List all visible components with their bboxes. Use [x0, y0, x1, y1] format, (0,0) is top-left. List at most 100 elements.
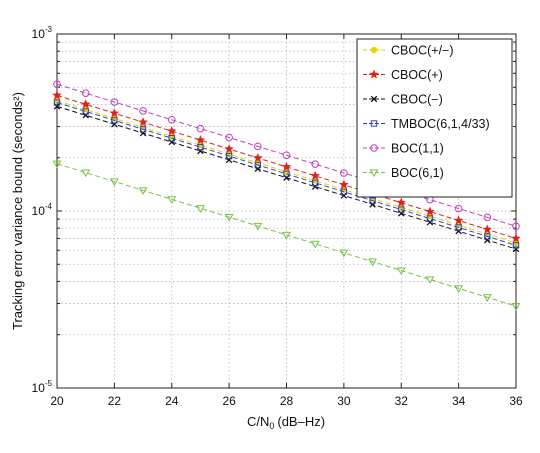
data-point [225, 156, 233, 164]
data-point [252, 152, 263, 163]
data-point [311, 183, 319, 190]
data-point [111, 117, 118, 124]
data-point [81, 169, 91, 178]
x-tick-label: 20 [50, 394, 64, 408]
x-tick-label: 30 [337, 394, 351, 408]
data-point [424, 206, 435, 216]
data-point [139, 126, 147, 133]
data-point [398, 206, 405, 213]
data-point [338, 179, 349, 189]
data-point [80, 99, 91, 109]
legend-label: CBOC(−) [391, 93, 443, 107]
data-point [224, 143, 235, 154]
data-point [310, 240, 320, 249]
data-point [511, 303, 521, 311]
data-point [311, 160, 319, 168]
data-point [339, 249, 349, 258]
data-point [369, 69, 379, 79]
data-point [283, 174, 290, 181]
x-tick-label: 28 [280, 394, 294, 408]
data-point [82, 108, 89, 115]
series-line [56, 163, 517, 307]
data-point [53, 80, 61, 89]
y-tick-label: 10-4 [32, 202, 53, 218]
data-point [168, 138, 176, 146]
data-point [397, 210, 405, 217]
x-tick-label: 32 [395, 394, 409, 408]
series [53, 99, 520, 249]
data-point [426, 218, 434, 226]
data-point [52, 160, 62, 169]
x-tick-label: 22 [108, 394, 122, 408]
legend-label: CBOC(+) [391, 68, 443, 82]
data-point [282, 151, 291, 160]
data-point [281, 161, 292, 172]
data-point [109, 178, 119, 187]
data-point [53, 99, 61, 106]
data-point [426, 215, 434, 222]
data-point [369, 201, 376, 208]
data-point [454, 204, 463, 213]
data-point [484, 236, 491, 244]
series [53, 80, 520, 231]
x-tick-label: 24 [165, 394, 179, 408]
data-point [368, 258, 378, 267]
data-point [82, 112, 89, 119]
data-point [138, 187, 148, 196]
data-point [453, 215, 464, 225]
legend-entry: BOC(6,1) [363, 166, 444, 180]
series-line [56, 102, 517, 246]
series [53, 103, 520, 253]
series-line [56, 83, 517, 227]
data-point [109, 108, 120, 118]
legend-entry: BOC(1,1) [363, 142, 444, 156]
x-axis-label-subscript: 0 [269, 421, 274, 431]
data-point [195, 134, 206, 145]
data-point [482, 224, 493, 234]
data-point [224, 214, 234, 222]
data-point [283, 170, 290, 178]
x-tick-label: 34 [452, 394, 466, 408]
data-point [168, 135, 175, 142]
legend-label: BOC(6,1) [391, 166, 444, 180]
data-point [370, 144, 378, 152]
legend-label: CBOC(+/−) [391, 44, 454, 58]
data-point [139, 129, 147, 137]
y-tick-label: 10-5 [32, 379, 53, 395]
legend-box [356, 38, 513, 198]
data-point [195, 205, 205, 213]
data-point [167, 115, 176, 124]
data-point [396, 267, 406, 276]
data-point [340, 188, 348, 195]
data-point [370, 46, 378, 54]
data-point [254, 161, 262, 169]
x-axis-label-main: C/N [247, 414, 269, 429]
grid [57, 34, 516, 388]
series [52, 90, 521, 243]
data-point [167, 196, 177, 204]
legend: CBOC(+/−) CBOC(+) CBOC(−) TMBOC(6,1,4/33) BO… [356, 38, 513, 198]
y-tick-label: 10-3 [32, 25, 53, 41]
data-point [196, 124, 205, 133]
data-point [197, 147, 204, 155]
series [52, 160, 521, 311]
data-point [225, 152, 233, 160]
data-point [482, 294, 492, 302]
data-point [139, 107, 147, 115]
data-point [254, 165, 262, 173]
data-point [53, 97, 61, 104]
data-point [254, 142, 262, 151]
data-point [512, 242, 520, 249]
data-point [110, 98, 119, 106]
data-point [512, 222, 520, 231]
data-point [370, 120, 378, 127]
data-point [483, 213, 492, 222]
series-group [52, 80, 521, 311]
data-point [138, 116, 149, 127]
axis-ticks: 20 22 24 26 28 30 32 34 36 10-3 10-4 10-5 [32, 25, 523, 408]
data-point [53, 103, 61, 110]
data-point [111, 120, 118, 128]
legend-label: TMBOC(6,1,4/33) [391, 117, 490, 131]
data-point [52, 90, 62, 100]
